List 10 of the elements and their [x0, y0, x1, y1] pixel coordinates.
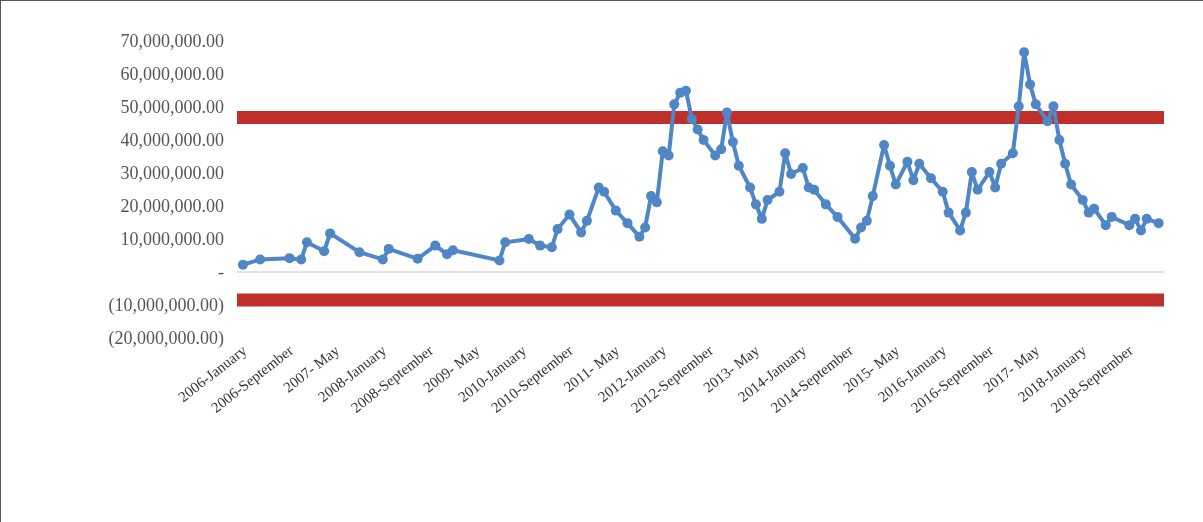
y-tick-label: 40,000,000.00	[120, 130, 224, 151]
y-tick-label: 50,000,000.00	[120, 97, 224, 118]
y-tick-label: 20,000,000.00	[120, 196, 224, 217]
y-tick-label: 70,000,000.00	[120, 31, 224, 52]
y-tick-label: 10,000,000.00	[120, 229, 224, 250]
y-tick-label: (20,000,000.00)	[108, 328, 224, 350]
y-tick-label: (10,000,000.00)	[108, 295, 224, 317]
y-tick-label: 30,000,000.00	[120, 163, 224, 184]
y-tick-label: -	[218, 262, 224, 283]
y-tick-label: 60,000,000.00	[120, 64, 224, 85]
